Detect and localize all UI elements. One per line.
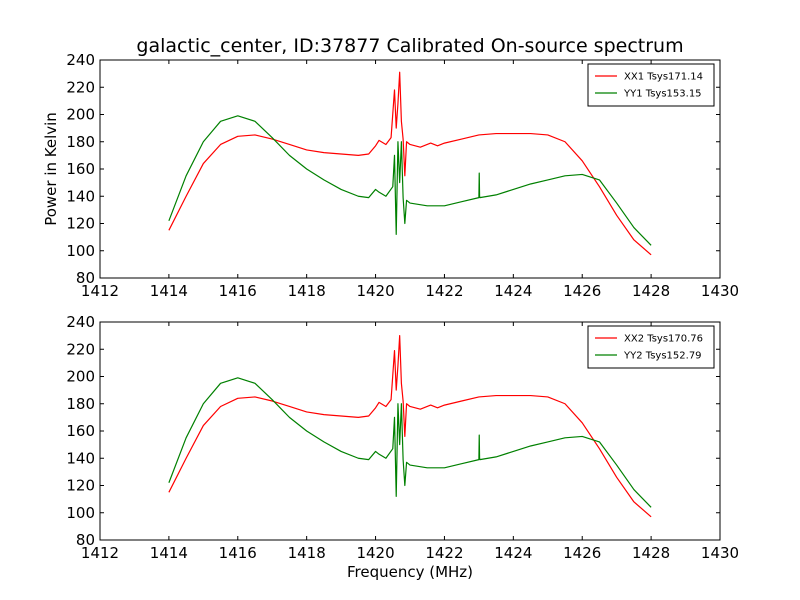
y-tick-label: 120 — [66, 477, 95, 495]
x-tick-label: 1416 — [219, 544, 257, 562]
x-tick-label: 1424 — [494, 282, 532, 300]
x-tick-label: 1412 — [81, 282, 119, 300]
series-line-yy1 — [168, 115, 652, 246]
chart-panel-2: 1412 1414 1416 1418 1420 1422 1424 1426 1428 1430… — [66, 313, 739, 581]
x-tick-label: 1414 — [150, 282, 188, 300]
x-tick-label: 1420 — [356, 282, 394, 300]
legend: XX1 Tsys171.14 YY1 Tsys153.15 — [587, 63, 715, 107]
x-tick-label: 1422 — [425, 544, 463, 562]
y-tick-label: 160 — [66, 422, 95, 440]
y-tick-label: 120 — [66, 215, 95, 233]
y-tick-label: 180 — [66, 395, 95, 413]
y-tick-label: 200 — [66, 106, 95, 124]
x-tick-label: 1428 — [632, 544, 670, 562]
chart-panel-1: 1412 1414 1416 1418 1420 1422 1424 1426 1428 1430… — [42, 35, 739, 300]
x-tick-label: 1430 — [701, 544, 739, 562]
y-tick-label: 80 — [76, 269, 95, 287]
y-tick-label: 220 — [66, 78, 95, 96]
y-tick-label: 100 — [66, 504, 95, 522]
x-tick-label: 1428 — [632, 282, 670, 300]
chart-title: galactic_center, ID:37877 Calibrated On-… — [136, 35, 683, 57]
x-axis-label: Frequency (MHz) — [347, 563, 473, 581]
x-tick-label: 1414 — [150, 544, 188, 562]
x-tick-label: 1430 — [701, 282, 739, 300]
legend-box — [587, 325, 715, 369]
y-tick-label: 140 — [66, 187, 95, 205]
legend-box — [587, 63, 715, 107]
x-tick-label: 1412 — [81, 544, 119, 562]
y-tick-label: 80 — [76, 531, 95, 549]
x-tick-label: 1422 — [425, 282, 463, 300]
y-tick-label: 140 — [66, 449, 95, 467]
y-tick-label: 200 — [66, 368, 95, 386]
x-tick-label: 1424 — [494, 544, 532, 562]
series-line-xx2 — [168, 335, 652, 518]
legend-label: XX1 Tsys171.14 — [624, 72, 703, 83]
x-tick-label: 1426 — [563, 282, 601, 300]
x-tick-label: 1426 — [563, 544, 601, 562]
x-tick-label: 1418 — [288, 282, 326, 300]
y-tick-label: 220 — [66, 340, 95, 358]
series-line-xx1 — [168, 71, 652, 256]
legend-label: XX2 Tsys170.76 — [624, 334, 703, 345]
x-tick-label: 1420 — [356, 544, 394, 562]
legend: XX2 Tsys170.76 YY2 Tsys152.79 — [587, 325, 715, 369]
x-tick-label: 1416 — [219, 282, 257, 300]
x-tick-label: 1418 — [288, 544, 326, 562]
series-line-yy2 — [168, 377, 652, 508]
y-tick-label: 100 — [66, 242, 95, 260]
y-tick-label: 160 — [66, 160, 95, 178]
legend-label: YY2 Tsys152.79 — [623, 351, 702, 362]
legend-label: YY1 Tsys153.15 — [623, 89, 702, 100]
y-tick-label: 240 — [66, 313, 95, 331]
y-axis-label: Power in Kelvin — [42, 112, 60, 226]
y-tick-label: 240 — [66, 51, 95, 69]
y-tick-label: 180 — [66, 133, 95, 151]
